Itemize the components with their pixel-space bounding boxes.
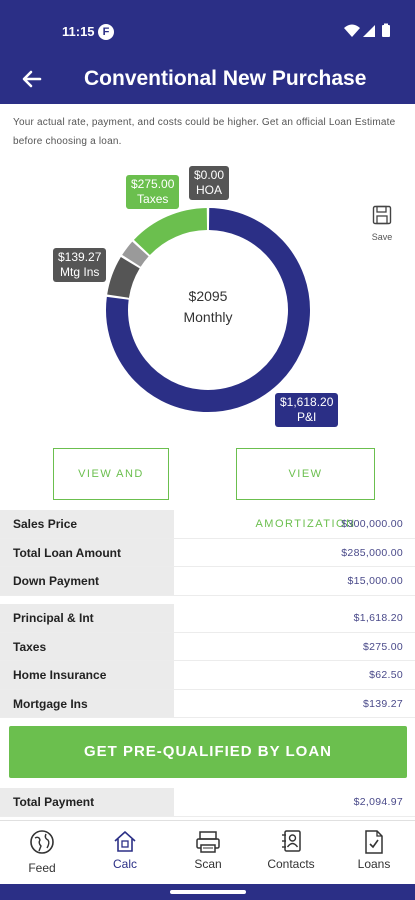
table-row-taxes: Taxes $275.00: [0, 632, 415, 661]
signal-icon: [363, 25, 375, 37]
status-time: 11:15: [62, 24, 95, 39]
bottom-navigation: Feed Calc Scan Contacts: [0, 820, 415, 884]
nav-item-contacts[interactable]: Contacts: [251, 821, 331, 885]
mtg-ins-label: Mtg Ins: [60, 265, 100, 279]
globe-icon: [30, 830, 54, 854]
table-row-total-payment: Total Payment $2,094.97: [0, 788, 415, 817]
monthly-payment-chart: $2095 Monthly: [0, 160, 415, 440]
view-amortization-button[interactable]: VIEW AMORTIZATION: [236, 448, 375, 530]
nav-item-feed[interactable]: Feed: [2, 821, 82, 885]
nav-label: Scan: [194, 857, 222, 871]
row-label: Taxes: [0, 632, 174, 660]
nav-item-calc[interactable]: Calc: [85, 821, 165, 885]
table-row-total-loan-amount: Total Loan Amount $285,000.00: [0, 538, 415, 567]
nav-item-loans[interactable]: Loans: [334, 821, 414, 885]
donut-slice-home-insurance: [122, 241, 149, 267]
app-notification-icon: F: [98, 24, 114, 40]
contacts-icon: [282, 830, 301, 852]
view-and-share-button[interactable]: VIEW AND SHARE: [53, 448, 169, 530]
row-value: $275.00: [362, 640, 403, 653]
donut-slice-p-i: [106, 208, 310, 412]
row-value: $139.27: [362, 697, 403, 710]
nav-label: Feed: [28, 861, 56, 875]
nav-label: Loans: [357, 857, 391, 871]
home-calc-icon: [114, 831, 136, 852]
chart-center-label: Monthly: [183, 309, 232, 325]
save-button[interactable]: Save: [368, 205, 396, 242]
page-title: Conventional New Purchase: [84, 67, 367, 90]
payment-breakdown-table: Principal & Int $1,618.20 Taxes $275.00 …: [0, 604, 415, 718]
row-label: Down Payment: [0, 567, 174, 595]
disclaimer-text: Your actual rate, payment, and costs cou…: [13, 117, 396, 147]
table-row-principal-int: Principal & Int $1,618.20: [0, 604, 415, 633]
app-bar: Conventional New Purchase: [0, 56, 415, 104]
taxes-label: Taxes: [137, 192, 169, 206]
table-row-home-insurance: Home Insurance $62.50: [0, 661, 415, 690]
row-label: Sales Price: [0, 510, 174, 538]
gesture-bar: [0, 884, 415, 900]
taxes-value: $275.00: [131, 177, 175, 191]
row-label: Principal & Int: [0, 604, 174, 632]
table-row-mortgage-ins: Mortgage Ins $139.27: [0, 689, 415, 718]
hoa-label: HOA: [196, 183, 223, 197]
battery-icon: [382, 23, 390, 37]
row-value: $1,618.20: [353, 612, 403, 624]
pi-value: $1,618.20: [280, 395, 334, 409]
status-bar: 11:15 F: [0, 0, 415, 56]
pi-label: P&I: [297, 410, 317, 424]
mtg-ins-value: $139.27: [58, 250, 102, 264]
nav-label: Calc: [112, 857, 137, 871]
row-label: Total Payment: [0, 788, 174, 816]
donut-chart: $2095 Monthly: [106, 208, 310, 412]
row-label: Home Insurance: [0, 661, 174, 689]
chart-label-mtg-ins: $139.27 Mtg Ins: [53, 248, 107, 282]
save-label: Save: [371, 232, 393, 242]
nav-item-scan[interactable]: Scan: [168, 821, 248, 885]
chart-label-pi: $1,618.20 P&I: [275, 393, 339, 427]
row-value: $15,000.00: [347, 575, 403, 587]
chart-label-taxes: $275.00 Taxes: [126, 175, 180, 209]
chart-label-hoa: $0.00 HOA: [189, 166, 230, 200]
back-arrow-icon[interactable]: [18, 65, 46, 93]
chart-center-value: $2095: [189, 288, 228, 304]
table-row-sales-price: Sales Price $300,000.00: [0, 510, 415, 539]
hoa-value: $0.00: [194, 168, 225, 182]
row-value: $2,094.97: [353, 796, 403, 808]
total-payment-table: Total Payment $2,094.97: [0, 788, 415, 817]
system-status-icons: [344, 23, 390, 37]
wifi-icon: [344, 24, 360, 37]
row-label: Mortgage Ins: [0, 689, 174, 717]
row-value: $300,000.00: [341, 518, 403, 530]
row-value: $62.50: [369, 669, 403, 681]
loan-summary-table: Sales Price $300,000.00 Total Loan Amoun…: [0, 510, 415, 596]
row-value: $285,000.00: [341, 546, 403, 559]
donut-slice-mtg-ins: [107, 256, 140, 299]
get-prequalified-button[interactable]: GET PRE-QUALIFIED BY LOAN: [9, 726, 407, 778]
scanner-icon: [196, 831, 220, 853]
home-indicator: [170, 890, 246, 894]
floppy-disk-icon: [372, 205, 392, 225]
nav-label: Contacts: [267, 857, 315, 871]
donut-slice-taxes: [133, 208, 208, 256]
table-row-down-payment: Down Payment $15,000.00: [0, 567, 415, 596]
row-label: Total Loan Amount: [0, 538, 174, 566]
document-check-icon: [365, 830, 383, 854]
